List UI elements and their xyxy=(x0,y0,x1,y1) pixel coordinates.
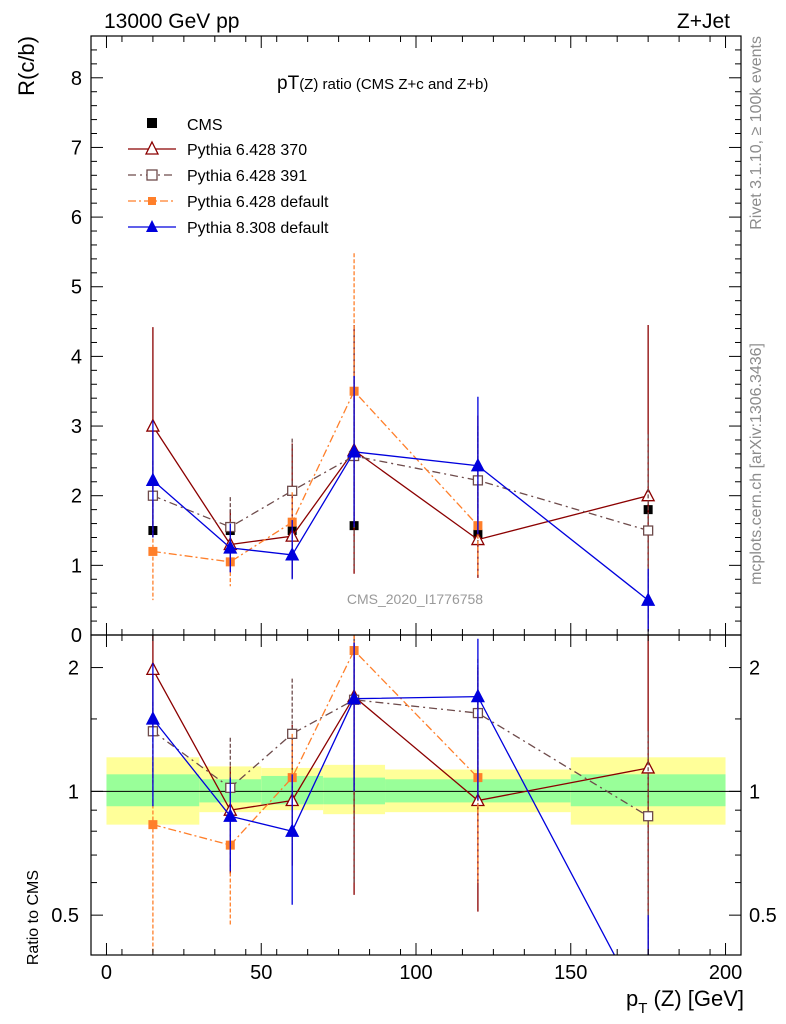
legend-marker-pythia8-default xyxy=(146,220,158,232)
xlabel-main: p xyxy=(626,986,638,1011)
legend-marker-pythia6-default xyxy=(148,197,156,205)
xtick-label-3: 150 xyxy=(554,962,587,984)
main-pythia-8-308-default-point-5 xyxy=(641,592,656,606)
ratio-ytick-label-right-1: 1 xyxy=(749,781,760,803)
main-pythia-8-308-default-point-3 xyxy=(347,443,362,458)
legend-label-pythia8-default: Pythia 8.308 default xyxy=(187,220,329,237)
ratio-plot-content xyxy=(91,635,741,955)
axes: 0 1 2 3 4 5 6 7 8 0.5 0.5 1 1 2 2 0 50 100 150 200 xyxy=(51,35,777,984)
ratio-pythia-6-428-default-line xyxy=(152,649,479,846)
main-pythia-6-428-default-point-0 xyxy=(148,546,158,556)
main-ytick-label-6: 6 xyxy=(71,207,82,229)
main-pythia-8-308-default-point-2 xyxy=(285,546,300,561)
ratio-pythia-8-308-default-point-4 xyxy=(470,688,485,703)
header-left: 13000 GeV pp xyxy=(104,10,239,33)
legend-marker-cms xyxy=(147,118,157,128)
xtick-label-1: 50 xyxy=(250,962,272,984)
ratio-pythia-8-308-default-point-3 xyxy=(347,690,362,705)
ratio-pythia-6-428-370-point-5 xyxy=(641,760,656,774)
xtick-label-4: 200 xyxy=(709,962,742,984)
ratio-pythia-6-428-391-line xyxy=(152,699,649,817)
main-ytick-label-3: 3 xyxy=(71,416,82,438)
main-plot-content xyxy=(145,253,656,632)
ratio-pythia-8-308-default-point-0 xyxy=(145,711,160,725)
main-pythia-6-428-391-line xyxy=(152,455,649,532)
rivet-version-text: Rivet 3.1.10, ≥ 100k events xyxy=(748,36,765,230)
ratio-pythia-8-308-default-point-1 xyxy=(223,808,238,822)
legend-entry-pythia8-default: Pythia 8.308 default xyxy=(128,220,329,237)
legend-marker-pythia6-370 xyxy=(144,140,160,155)
legend-label-pythia6-370: Pythia 6.428 370 xyxy=(187,142,307,159)
plot-title: pT(Z) ratio (CMS Z+c and Z+b) xyxy=(277,73,488,94)
legend-label-pythia6-391: Pythia 6.428 391 xyxy=(187,168,307,185)
ratio-pythia-6-428-default-point-0 xyxy=(148,820,158,830)
main-pythia-8-308-default-line xyxy=(152,451,649,601)
main-pythia-8-308-default-series xyxy=(145,375,656,632)
legend-entry-cms: CMS xyxy=(147,117,223,134)
mcplots-reference-text: mcplots.cern.ch [arXiv:1306.3436] xyxy=(748,343,765,585)
main-ylabel: R(c/b) xyxy=(14,36,39,96)
x-axis-title: pT (Z) [GeV] xyxy=(626,986,744,1017)
plot-title-paren: (Z) xyxy=(299,76,318,93)
legend-entry-pythia6-391: Pythia 6.428 391 xyxy=(128,168,307,185)
legend-entry-pythia6-370: Pythia 6.428 370 xyxy=(128,140,307,159)
main-ytick-label-4: 4 xyxy=(71,346,82,368)
main-ytick-label-2: 2 xyxy=(71,486,82,508)
main-pythia-8-308-default-point-0 xyxy=(145,472,160,487)
analysis-watermark: CMS_2020_I1776758 xyxy=(347,591,483,607)
ratio-ytick-label-left-1: 1 xyxy=(68,781,79,803)
legend: CMS Pythia 6.428 370 Pythia 6.428 391 Py… xyxy=(128,117,329,237)
legend-marker-pythia6-391 xyxy=(146,169,158,181)
ratio-pythia-6-428-391-point-5 xyxy=(642,811,654,822)
main-pythia-6-428-391-series xyxy=(147,332,654,629)
ratio-ytick-label-left-0: 0.5 xyxy=(51,905,79,927)
xtick-label-0: 0 xyxy=(101,962,112,984)
xlabel-rest: (Z) [GeV] xyxy=(647,986,744,1011)
main-pythia-8-308-default-point-1 xyxy=(223,540,238,554)
ratio-pythia-6-428-370-line xyxy=(152,669,649,811)
ratio-pythia-8-308-default-series xyxy=(145,638,649,955)
ratio-pythia-8-308-default-line xyxy=(152,695,616,955)
ratio-ytick-label-right-2: 2 xyxy=(749,658,760,680)
main-pythia-6-428-391-point-5 xyxy=(642,525,654,536)
main-pythia-6-428-370-series xyxy=(145,325,656,632)
main-pythia-6-428-default-line xyxy=(152,390,479,563)
main-ytick-label-1: 1 xyxy=(71,555,82,577)
main-ytick-label-0: 0 xyxy=(71,625,82,647)
plot-title-rest: ratio (CMS Z+c and Z+b) xyxy=(318,76,488,93)
main-ytick-label-5: 5 xyxy=(71,277,82,299)
ratio-ylabel: Ratio to CMS xyxy=(25,870,42,965)
ratio-ytick-label-right-0: 0.5 xyxy=(749,905,777,927)
main-pythia-8-308-default-point-4 xyxy=(470,457,485,472)
plot-title-main: pT xyxy=(277,73,300,94)
ratio-ytick-label-left-2: 2 xyxy=(68,658,79,680)
legend-label-pythia6-default: Pythia 6.428 default xyxy=(187,194,329,211)
main-ytick-label-8: 8 xyxy=(71,68,82,90)
xtick-label-2: 100 xyxy=(399,962,432,984)
legend-label-cms: CMS xyxy=(187,117,223,134)
header-right: Z+Jet xyxy=(677,10,730,33)
legend-entry-pythia6-default: Pythia 6.428 default xyxy=(128,194,329,211)
main-ytick-label-7: 7 xyxy=(71,137,82,159)
main-pythia-6-428-default-series xyxy=(148,253,483,601)
main-pythia-6-428-370-line xyxy=(152,425,649,546)
xlabel-sub: T xyxy=(638,1000,647,1017)
ratio-pythia-8-308-default-point-2 xyxy=(285,823,300,837)
